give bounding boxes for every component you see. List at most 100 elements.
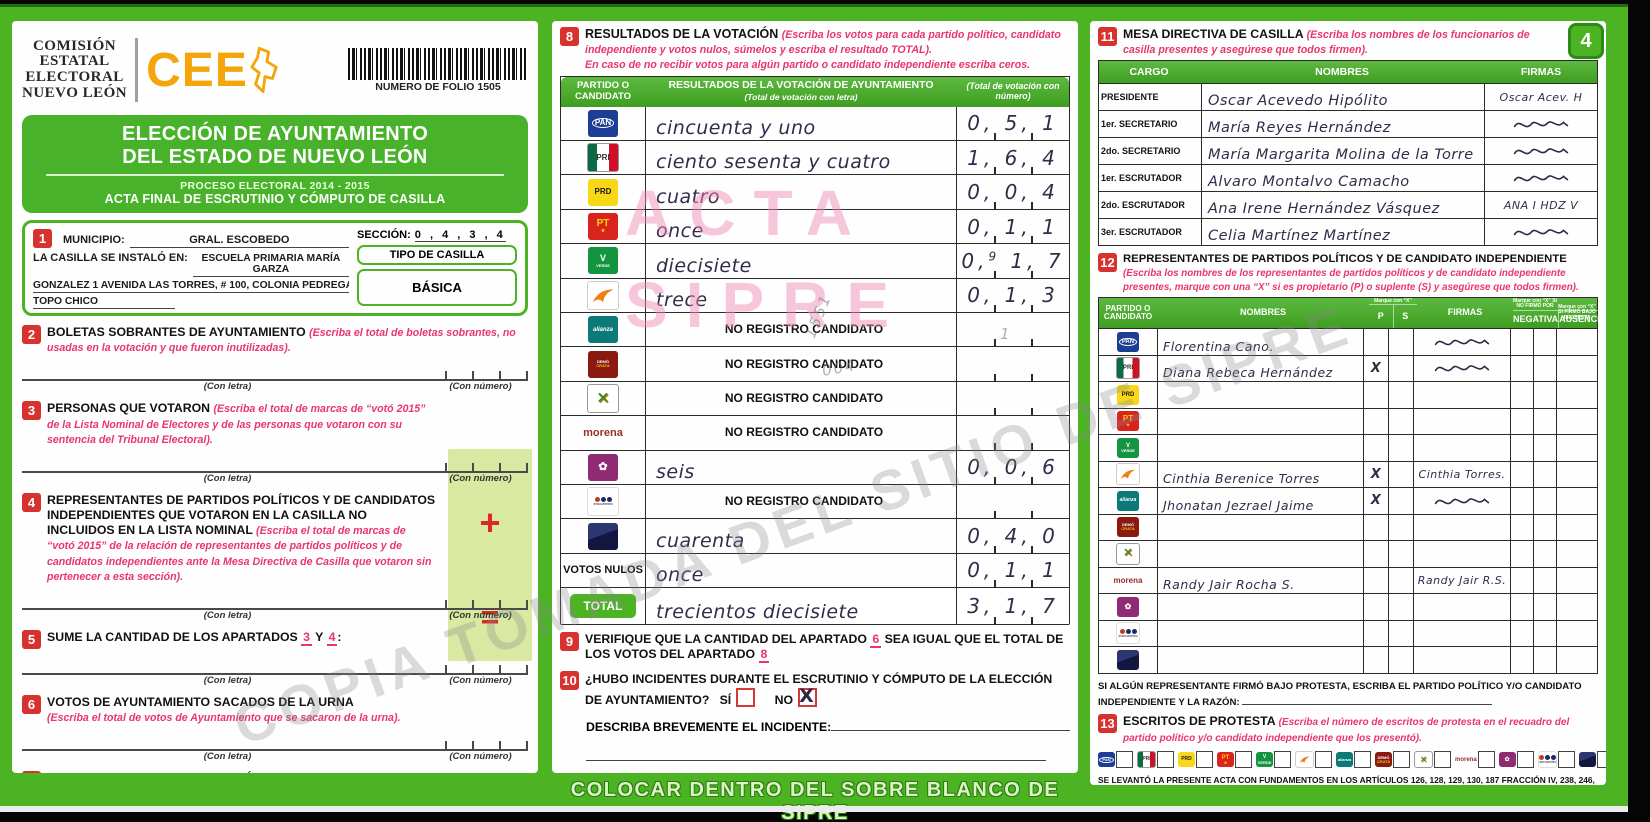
signature-scribble	[1513, 121, 1569, 128]
section-5-suma: 5 SUME LA CANTIDAD DE LOS APARTADOS 3 Y …	[22, 630, 528, 686]
party-cell: PRI	[561, 141, 646, 175]
party-cell: ✿	[1099, 594, 1158, 620]
bajo-protesta-cell	[1557, 462, 1597, 488]
instalado-line3: TOPO CHICO	[33, 293, 176, 309]
verde-logo: V VERDE	[1117, 437, 1139, 458]
legal-footnote: SE LEVANTÓ LA PRESENTE ACTA CON FUNDAMEN…	[1098, 775, 1595, 785]
rep-row-independiente	[1099, 646, 1597, 673]
rep-row-alianza: alianza Jhonatan Jezrael Jaime X	[1099, 487, 1597, 514]
pri-logo: PRI	[587, 143, 619, 173]
protesta-count-box	[1354, 751, 1371, 769]
ausencia-cell	[1534, 435, 1557, 461]
section-2-badge: 2	[22, 325, 41, 344]
propietario-cell	[1364, 594, 1389, 620]
propietario-cell	[1364, 567, 1389, 594]
section-1-casilla-info: 1 MUNICIPIO: GRAL. ESCOBEDO LA CASILLA S…	[22, 220, 528, 316]
suplente-cell	[1389, 514, 1414, 541]
letra-cell: ciento sesenta y cuatro	[646, 141, 957, 175]
nombre-cell	[1158, 382, 1364, 408]
results-row-democrata: DEMÓ CRATA NO REGISTRO CANDIDATO	[561, 346, 1069, 381]
signature-scribble	[1434, 339, 1490, 346]
letra-cell: once	[646, 553, 957, 588]
firma-cell	[1414, 541, 1511, 567]
folio-number: NUMERO DE FOLIO 1505	[375, 80, 501, 93]
letra-cell: trecientos diecisiete	[646, 588, 957, 625]
cargo-cell: PRESIDENTE	[1099, 84, 1202, 111]
mesa-row-presidente: PRESIDENTE Oscar Acevedo Hipólito Oscar Ac…	[1099, 83, 1597, 111]
negativa-cell	[1511, 594, 1534, 620]
firma-cell: Oscar Acev. H	[1485, 84, 1597, 110]
incident-write-line-2	[586, 748, 1046, 762]
negativa-cell	[1511, 567, 1534, 594]
protesta-count-box	[1274, 751, 1291, 769]
rep-row-pt: PT ★	[1099, 407, 1597, 435]
signature-scribble	[1513, 175, 1569, 182]
representantes-table-header: PARTIDO O CANDIDATO NOMBRES Marque con “…	[1099, 298, 1606, 329]
incidentes-question: ¿HUBO INCIDENTES DURANTE EL ESCRUTINIO Y…	[585, 672, 1053, 707]
party-cell: ✕	[561, 381, 646, 416]
letra-cell: once	[646, 209, 957, 244]
results-table-header: PARTIDO O CANDIDATO RESULTADOS DE LA VOT…	[561, 76, 1069, 107]
nombre-cell	[1158, 620, 1364, 647]
numero-cell: 0, 1, 3	[957, 279, 1069, 313]
con-letra-caption: (Con letra)	[203, 610, 252, 622]
letra-cell: NO REGISTRO CANDIDATO	[646, 416, 957, 450]
propietario-cell	[1364, 408, 1389, 435]
ps-header: Marque con “X”	[1374, 298, 1412, 305]
nombre-cell: Alvaro Montalvo Camacho	[1202, 165, 1485, 192]
bajo-protesta-cell	[1557, 435, 1597, 461]
votes-con-numero: 0, 1, 1	[967, 558, 1059, 583]
prd-logo: PRD	[1178, 752, 1195, 768]
results-row-independiente: cuarenta 0, 4, 0	[561, 518, 1069, 553]
section-11-title: MESA DIRECTIVA DE CASILLA	[1123, 27, 1304, 41]
section-13-header: 13 ESCRITOS DE PROTESTA (Escriba el núme…	[1098, 714, 1598, 745]
protesta-cell-independiente	[1578, 751, 1606, 769]
party-cell: ✿	[561, 450, 646, 484]
nombre-cell	[1158, 647, 1364, 673]
firma-text: ANA I HDZ V	[1503, 198, 1579, 212]
protesta-cell-democrata: DEMÓ CRATA	[1375, 751, 1410, 769]
col-resultados: RESULTADOS DE LA VOTACIÓN DE AYUNTAMIENT…	[645, 79, 957, 103]
col-nombres: NOMBRES	[1239, 307, 1286, 318]
section-4-instruction: (Escriba el total de marcas de “votó 201…	[47, 525, 432, 583]
bajo-protesta-cell	[1557, 515, 1597, 541]
results-row-total: TOTAL trecientos diecisiete 3, 1, 7	[561, 587, 1069, 625]
votes-con-numero: 0, 4, 0	[967, 524, 1059, 549]
negativa-cell	[1511, 408, 1534, 435]
firma-cell: Cinthia Torres.	[1414, 461, 1511, 488]
prd-logo: PRD	[588, 178, 618, 206]
col-resultados-title: RESULTADOS DE LA VOTACIÓN DE AYUNTAMIENT…	[668, 79, 934, 92]
firma-cell	[1485, 138, 1597, 164]
section-3-personas-votaron: 3 PERSONAS QUE VOTARON (Escriba el total…	[22, 401, 528, 484]
firma-cell	[1414, 620, 1511, 647]
section-2-instruction: (Escriba el total de boletas sobrantes, …	[47, 327, 516, 355]
nombre-cell	[1158, 514, 1364, 541]
left-column: COMISIÓN ESTATAL ELECTORAL NUEVO LEÓN CE…	[12, 21, 538, 773]
title-line-1: ELECCIÓN DE AYUNTAMIENTO	[121, 123, 429, 145]
firma-cell	[1414, 514, 1511, 541]
section-10-badge: 10	[560, 671, 579, 691]
rep-row-verde: V VERDE	[1099, 434, 1597, 461]
firma-cell	[1414, 329, 1511, 355]
democrata-logo: DEMÓ CRATA	[1375, 752, 1392, 768]
pan-logo: PAN	[1117, 331, 1139, 352]
si-label: SÍ	[719, 692, 732, 707]
negativa-cell	[1511, 329, 1534, 355]
cargo-cell: 2do. SECRETARIO	[1099, 138, 1202, 165]
negativa-cell	[1511, 435, 1534, 461]
section-11-instruction: (Escriba los nombres de los funcionarios…	[1123, 29, 1530, 57]
nombre-cell: María Reyes Hernández	[1202, 111, 1485, 138]
section-13-instruction: (Escriba el número de escritos de protes…	[1123, 717, 1570, 744]
section-7-title: VERIFIQUE QUE SEA IGUAL EL NÚMERO TOTAL …	[47, 771, 528, 773]
cargo-cell: 3er. ESCRUTADOR	[1099, 219, 1202, 246]
section-3-badge: 3	[22, 401, 41, 421]
firma-cell	[1414, 647, 1511, 673]
si-checkbox	[736, 687, 756, 707]
votes-con-numero: 0, 5, 1	[967, 111, 1059, 136]
paper-edge	[0, 806, 1628, 812]
mesa-row-2do-secretario: 2do. SECRETARIO María Margarita Molina de…	[1099, 137, 1597, 165]
col-firmas: FIRMAS	[1520, 66, 1562, 79]
pt-logo: PT ★	[1217, 752, 1234, 768]
middle-column: 8 RESULTADOS DE LA VOTACIÓN (Escriba los…	[552, 21, 1078, 773]
